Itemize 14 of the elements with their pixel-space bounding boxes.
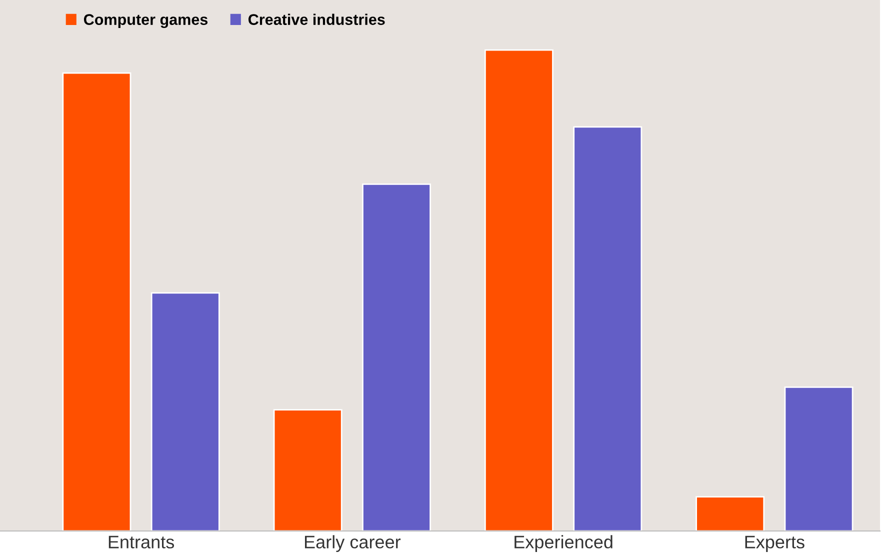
bar: [362, 184, 431, 531]
bar: [273, 409, 342, 531]
x-tick-label: Experts: [745, 536, 804, 552]
x-tick-label: Early career: [304, 535, 401, 552]
bar: [62, 72, 132, 531]
bar: [573, 126, 642, 531]
legend-label: Computer games: [84, 14, 208, 28]
legend-label: Creative industries: [248, 14, 385, 25]
x-tick-label: Experienced: [514, 535, 612, 552]
bar: [484, 49, 554, 531]
bar: [150, 292, 220, 531]
bar: [696, 496, 765, 531]
x-tick-label: Entrants: [108, 536, 174, 548]
bar: [784, 386, 854, 531]
